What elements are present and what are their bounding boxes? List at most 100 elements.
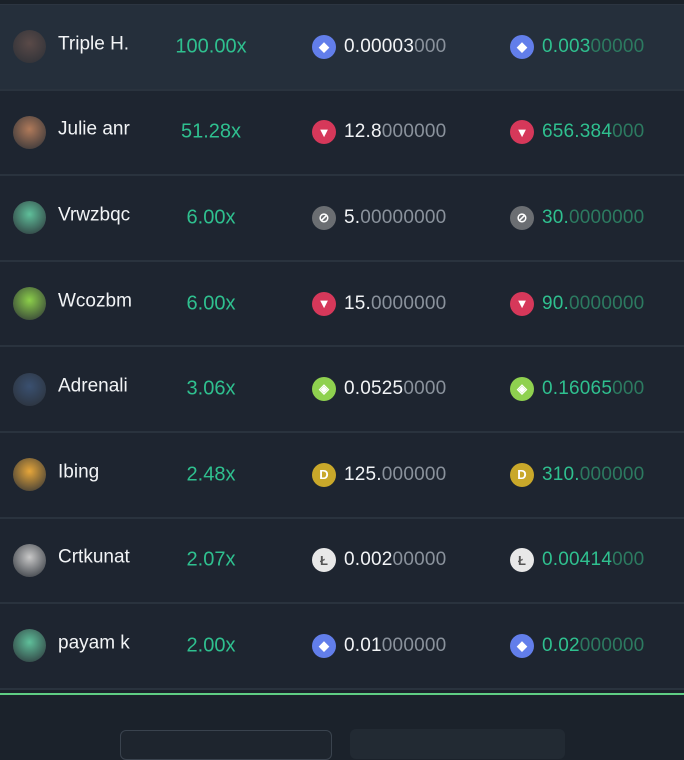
avatar[interactable] [13, 543, 46, 577]
payout-amount-main: 310. [542, 463, 580, 485]
payout-amount-dim: 000000 [579, 634, 645, 656]
eos-icon: ◈ [510, 377, 534, 402]
avatar[interactable] [13, 30, 46, 64]
player-name[interactable]: payam k [58, 632, 130, 654]
bet-amount-dim: 000000 [381, 634, 447, 656]
table-row[interactable]: Vrwzbqc 6.00x ⊘ 5.00000000 ⊘ 30.0000000 [0, 176, 684, 262]
payout-amount-dim: 000 [612, 378, 645, 400]
bet-amount-main: 15. [344, 292, 372, 314]
payout-amount-dim: 00000 [590, 35, 645, 57]
payout-amount-main: 30. [542, 206, 570, 228]
multiplier: 2.07x [186, 548, 236, 571]
avatar[interactable] [13, 287, 46, 321]
bet-amount: 12.8000000 [344, 121, 446, 143]
bet-amount: 125.000000 [344, 464, 446, 486]
eth-icon: ◆ [510, 633, 534, 658]
table-row[interactable]: Julie anr 51.28x ▼ 12.8000000 ▼ 656.3840… [0, 90, 684, 177]
bets-list: Triple H. 100.00x ◆ 0.00003000 ◆ 0.00300… [0, 5, 684, 690]
multiplier: 2.00x [186, 634, 236, 657]
bet-amount-main: 5. [344, 206, 361, 228]
litecoin-icon: Ł [312, 548, 336, 573]
bet-amount-main: 0.0525 [344, 378, 404, 400]
prev-button[interactable] [120, 730, 332, 760]
player-name[interactable]: Wcozbm [58, 289, 132, 311]
avatar[interactable] [13, 115, 46, 149]
tron-icon: ▼ [312, 291, 336, 316]
payout-amount-main: 0.00414 [542, 549, 613, 571]
multiplier: 51.28x [180, 120, 242, 143]
bet-amount: 0.01000000 [344, 635, 446, 657]
table-row[interactable]: Crtkunat 2.07x Ł 0.00200000 Ł 0.00414000 [0, 518, 684, 605]
stellar-icon: ⊘ [312, 205, 336, 230]
bet-amount-dim: 00000 [392, 549, 447, 571]
bet-amount-dim: 0000 [403, 378, 447, 400]
bet-amount: 5.00000000 [344, 207, 446, 229]
avatar[interactable] [13, 458, 46, 492]
player-name[interactable]: Vrwzbqc [58, 204, 131, 226]
stellar-icon: ⊘ [510, 205, 534, 230]
eth-icon: ◆ [312, 633, 336, 658]
multiplier: 6.00x [186, 206, 236, 229]
next-button[interactable] [350, 729, 565, 759]
payout-amount-main: 0.16065 [542, 378, 613, 400]
payout-amount: 0.00300000 [542, 36, 644, 58]
bet-amount-dim: 0000000 [371, 292, 447, 314]
bet-amount-main: 125. [344, 463, 382, 485]
multiplier: 6.00x [186, 292, 236, 315]
multiplier: 2.48x [186, 463, 236, 486]
payout-amount-dim: 000 [612, 121, 645, 143]
player-name[interactable]: Triple H. [58, 33, 130, 55]
bet-amount: 0.00003000 [344, 36, 446, 58]
player-name[interactable]: Julie anr [58, 118, 130, 140]
payout-amount-main: 90. [542, 292, 570, 314]
bet-amount-main: 0.002 [344, 549, 393, 571]
table-row[interactable]: Adrenali 3.06x ◈ 0.05250000 ◈ 0.16065000 [0, 347, 684, 433]
bet-amount-main: 0.00003 [344, 35, 415, 57]
bet-amount-main: 12.8 [344, 121, 382, 143]
table-row[interactable]: Ibing 2.48x D 125.000000 D 310.000000 [0, 432, 684, 519]
payout-amount-dim: 000 [612, 549, 645, 571]
player-name[interactable]: Ibing [58, 461, 100, 483]
bet-amount: 15.0000000 [344, 293, 446, 315]
bet-amount-dim: 00000000 [360, 206, 447, 228]
litecoin-icon: Ł [510, 548, 534, 573]
table-row[interactable]: Wcozbm 6.00x ▼ 15.0000000 ▼ 90.0000000 [0, 261, 684, 348]
payout-amount-dim: 0000000 [569, 206, 645, 228]
payout-amount-main: 0.02 [542, 634, 580, 656]
payout-amount: 0.00414000 [542, 549, 644, 571]
doge-icon: D [312, 462, 336, 487]
tron-icon: ▼ [510, 291, 534, 316]
bet-amount-dim: 000000 [381, 121, 447, 143]
bet-amount: 0.00200000 [344, 549, 446, 571]
multiplier: 100.00x [175, 35, 247, 58]
payout-amount: 656.384000 [542, 121, 644, 143]
table-row[interactable]: payam k 2.00x ◆ 0.01000000 ◆ 0.02000000 [0, 604, 684, 690]
divider-line [0, 693, 684, 695]
payout-amount: 0.16065000 [542, 378, 644, 400]
payout-amount-main: 656.384 [542, 121, 613, 143]
table-row[interactable]: Triple H. 100.00x ◆ 0.00003000 ◆ 0.00300… [0, 5, 684, 91]
bet-amount-main: 0.01 [344, 634, 382, 656]
payout-amount: 30.0000000 [542, 207, 644, 229]
bet-amount-dim: 000 [414, 35, 447, 57]
avatar[interactable] [13, 372, 46, 406]
payout-amount-dim: 0000000 [569, 292, 645, 314]
payout-amount: 90.0000000 [542, 293, 644, 315]
bet-amount-dim: 000000 [381, 463, 447, 485]
doge-icon: D [510, 462, 534, 487]
payout-amount: 310.000000 [542, 464, 644, 486]
player-name[interactable]: Adrenali [58, 375, 128, 397]
avatar[interactable] [13, 629, 46, 663]
top-edge [0, 0, 684, 5]
multiplier: 3.06x [186, 377, 236, 400]
player-name[interactable]: Crtkunat [58, 546, 130, 568]
eos-icon: ◈ [312, 377, 336, 402]
tron-icon: ▼ [312, 120, 336, 145]
eth-icon: ◆ [312, 34, 336, 59]
avatar[interactable] [13, 201, 46, 235]
payout-amount-dim: 000000 [579, 463, 645, 485]
tron-icon: ▼ [510, 120, 534, 145]
payout-amount: 0.02000000 [542, 635, 644, 657]
payout-amount-main: 0.003 [542, 35, 591, 57]
eth-icon: ◆ [510, 34, 534, 59]
